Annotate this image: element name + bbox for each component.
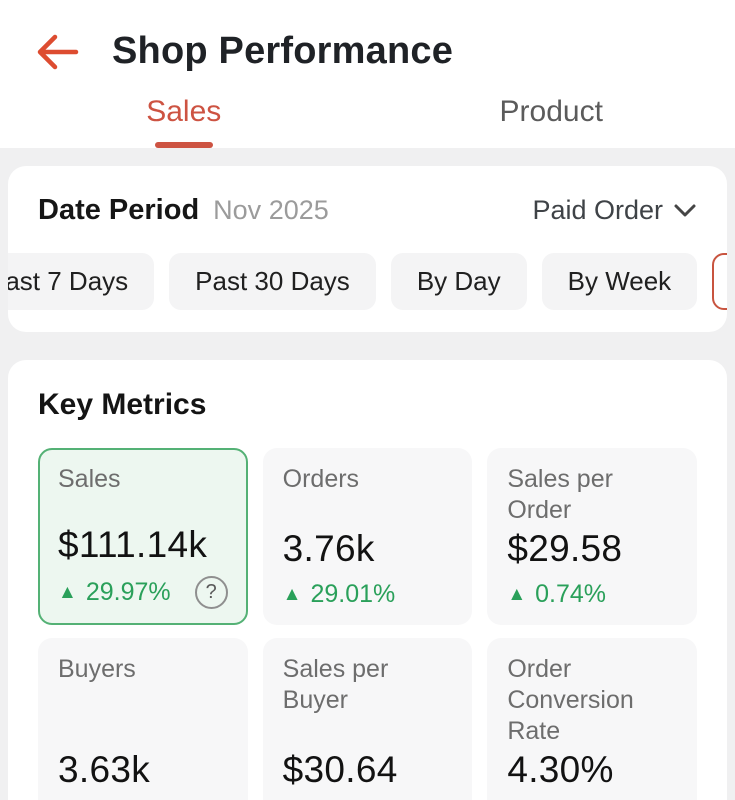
chevron-down-icon — [674, 204, 696, 216]
order-type-dropdown[interactable]: Paid Order — [532, 195, 697, 226]
metric-card-sales-per-order[interactable]: Sales per Order $29.58 ▲ 0.74% — [487, 448, 697, 625]
chip-by-week[interactable]: By Week — [541, 253, 698, 310]
tab-sales[interactable]: Sales — [0, 91, 368, 148]
metric-value: $30.64 — [282, 749, 398, 790]
tab-product[interactable]: Product — [368, 91, 735, 148]
metric-value: $29.58 — [507, 528, 623, 569]
metric-card-sales[interactable]: Sales $111.14k ▲ 29.97% ? — [38, 448, 248, 625]
key-metrics-card: Key Metrics Sales $111.14k ▲ 29.97% ? Or… — [8, 360, 727, 800]
header: Shop Performance — [0, 0, 735, 81]
tab-sales-label: Sales — [146, 95, 222, 128]
metric-label: Order Conversion Rate — [507, 655, 634, 745]
date-period-value: Nov 2025 — [213, 195, 329, 225]
date-period-row: Date Period Nov 2025 Paid Order — [38, 194, 697, 227]
key-metrics-title: Key Metrics — [38, 388, 207, 421]
page-title: Shop Performance — [112, 30, 454, 72]
tab-bar: Sales Product — [0, 91, 735, 148]
back-arrow-icon — [37, 34, 79, 69]
metric-value: $111.14k — [58, 524, 208, 565]
date-period-label: Date Period — [38, 194, 200, 226]
metric-label: Sales per Order — [507, 465, 613, 524]
chip-by-day[interactable]: By Day — [390, 253, 527, 310]
metric-label: Sales — [58, 465, 121, 493]
trend-up-icon: ▲ — [507, 584, 527, 605]
metric-card-order-conversion-rate[interactable]: Order Conversion Rate 4.30% ▼ 0.26% — [487, 638, 697, 800]
metric-change-value: 0.74% — [535, 580, 607, 608]
order-type-dropdown-label: Paid Order — [532, 195, 663, 225]
chip-by-month[interactable]: By Month — [712, 253, 727, 310]
trend-up-icon: ▲ — [282, 584, 302, 605]
metrics-grid: Sales $111.14k ▲ 29.97% ? Orders 3.76k ▲… — [38, 448, 697, 800]
chip-past-7-days[interactable]: Past 7 Days — [8, 253, 155, 310]
metric-card-orders[interactable]: Orders 3.76k ▲ 29.01% — [262, 448, 473, 625]
trend-up-icon: ▲ — [58, 582, 77, 603]
metric-label: Sales per Buyer — [282, 655, 389, 714]
metric-value: 3.63k — [58, 749, 151, 790]
content-area: Date Period Nov 2025 Paid Order Past 7 D… — [0, 148, 735, 800]
metric-change-value: 29.97% — [85, 578, 171, 606]
metric-change: ▲ 0.74% — [507, 580, 677, 609]
tab-product-label: Product — [499, 95, 603, 128]
metric-change-value: 29.01% — [310, 580, 396, 608]
metric-card-buyers[interactable]: Buyers 3.63k ▲ 28.62% — [38, 638, 248, 800]
metric-change: ▲ 29.01% — [283, 580, 453, 609]
metric-label: Buyers — [58, 655, 136, 683]
active-tab-underline — [154, 142, 213, 148]
metric-label: Orders — [282, 465, 360, 493]
back-button[interactable] — [34, 33, 80, 71]
date-range-chip-scroller[interactable]: Past 7 Days Past 30 Days By Day By Week … — [8, 253, 727, 310]
chip-past-30-days[interactable]: Past 30 Days — [169, 253, 376, 310]
metric-card-sales-per-buyer[interactable]: Sales per Buyer $30.64 ▲ 1.05% — [262, 638, 473, 800]
date-period-card: Date Period Nov 2025 Paid Order Past 7 D… — [8, 166, 727, 332]
metric-value: 3.76k — [282, 528, 375, 569]
help-icon[interactable]: ? — [194, 576, 228, 609]
metric-value: 4.30% — [507, 749, 614, 790]
metric-change: ▲ 29.97% ? — [58, 576, 228, 609]
